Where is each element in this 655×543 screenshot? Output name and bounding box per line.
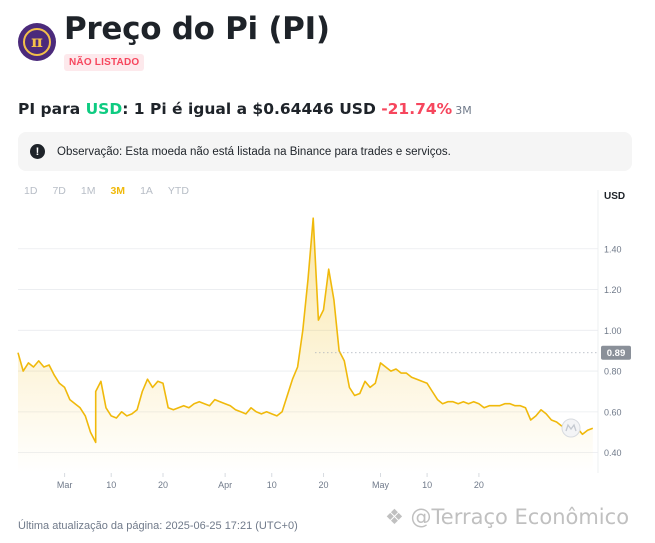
watermark-label: @Terraço Econômico — [410, 505, 630, 529]
range-1m[interactable]: 1M — [80, 185, 96, 197]
last-updated: Última atualização da página: 2025-06-25… — [18, 520, 298, 532]
conversion-statement: : 1 Pi é igual a $0.64446 USD — [122, 100, 382, 118]
range-1d[interactable]: 1D — [24, 185, 38, 197]
change-period: 3M — [455, 104, 472, 117]
warning-icon: ! — [30, 144, 45, 159]
x-tick-label: May — [372, 480, 390, 490]
x-tick-label: Mar — [57, 480, 73, 490]
y-tick-label: 1.00 — [604, 326, 622, 336]
y-tick-label: 1.20 — [604, 285, 622, 295]
price-chart[interactable]: USD 0.40 0.60 0.80 1.00 1.20 1.40 Mar 10 20 Apr 10… — [0, 180, 655, 495]
price-area-fill — [18, 218, 593, 473]
x-tick-label: Apr — [218, 480, 232, 490]
x-tick-label: 20 — [319, 480, 329, 490]
time-range-selector: 1D 7D 1M 3M 1A YTD — [24, 185, 204, 197]
current-price-label: 0.89 — [607, 348, 626, 359]
x-tick-label: 20 — [158, 480, 168, 490]
range-7d[interactable]: 7D — [52, 185, 66, 197]
x-tick-label: 10 — [422, 480, 432, 490]
y-tick-label: 0.80 — [604, 367, 622, 377]
quote-currency-link[interactable]: USD — [85, 100, 123, 118]
y-tick-label: 0.60 — [604, 407, 622, 417]
watermark-icon: ❖ — [385, 505, 411, 529]
range-1a[interactable]: 1A — [140, 185, 153, 197]
chart-brand-watermark — [561, 418, 581, 438]
page-title: Preço do Pi (PI) — [64, 11, 330, 47]
status-badge: NÃO LISTADO — [64, 54, 145, 71]
conversion-line: PI para USD: 1 Pi é igual a $0.64446 USD… — [18, 100, 472, 118]
pi-coin-logo: π — [18, 23, 56, 61]
pi-symbol-icon: π — [23, 28, 51, 56]
range-ytd[interactable]: YTD — [167, 185, 189, 197]
price-series-line — [17, 217, 594, 444]
x-tick-label: 10 — [267, 480, 277, 490]
price-change: -21.74% — [381, 100, 453, 118]
watermark-text: ❖ @Terraço Econômico — [385, 505, 629, 529]
x-tick-label: 10 — [106, 480, 116, 490]
conversion-prefix: PI para — [18, 100, 86, 118]
y-tick-label: 1.40 — [604, 244, 622, 254]
y-unit-label: USD — [604, 191, 625, 202]
x-tick-label: 20 — [474, 480, 484, 490]
y-tick-label: 0.40 — [604, 448, 622, 458]
range-3m[interactable]: 3M — [110, 185, 126, 197]
current-price-marker — [601, 345, 631, 360]
notice-text: Observação: Esta moeda não está listada … — [57, 145, 451, 158]
notice-banner: ! Observação: Esta moeda não está listad… — [18, 132, 632, 171]
